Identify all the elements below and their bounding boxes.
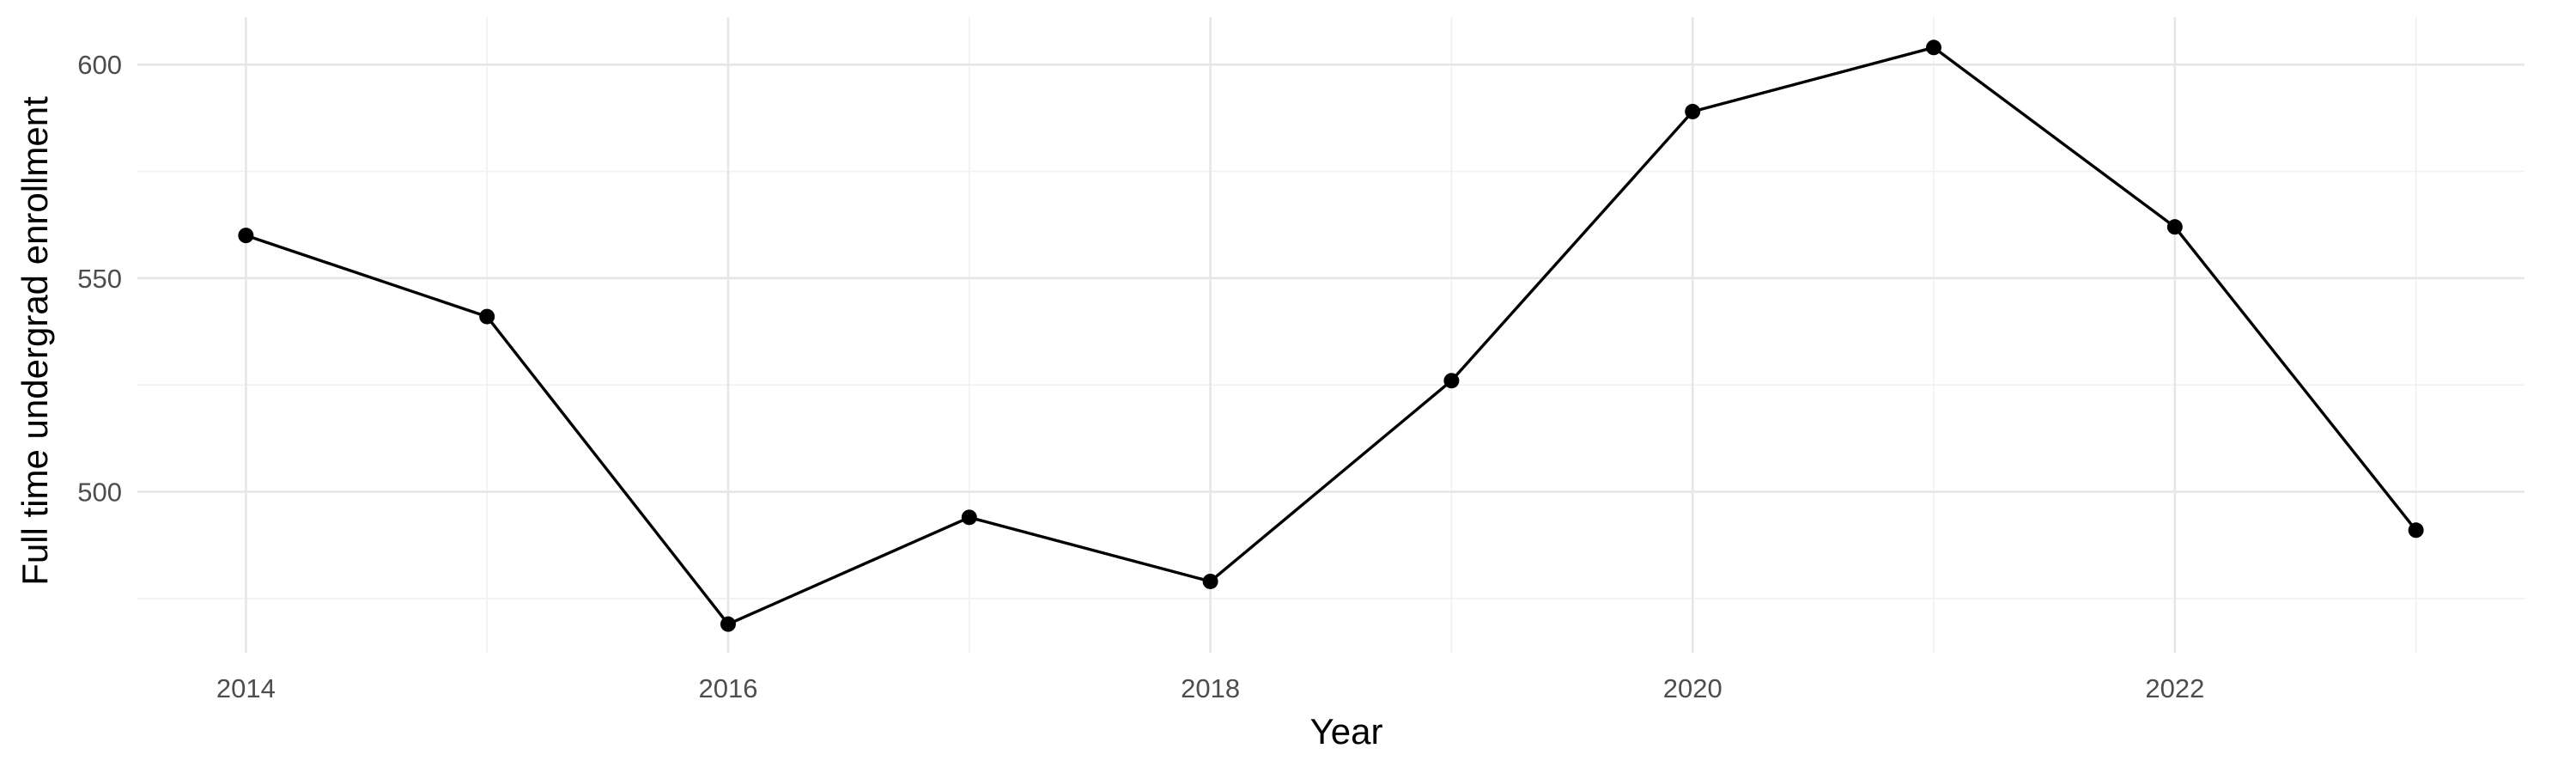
x-axis-ticks: 2014 2016 2018 2020 2022 — [216, 673, 2204, 703]
data-point-2022 — [2166, 219, 2183, 235]
series-line — [245, 46, 2417, 626]
x-tick-label: 2022 — [2145, 673, 2204, 703]
series-layer — [238, 40, 2424, 632]
x-tick-label: 2018 — [1181, 673, 1240, 703]
data-point-2021 — [1926, 40, 1942, 56]
x-tick-label: 2014 — [216, 673, 276, 703]
y-axis-ticks: 500 550 600 — [77, 50, 122, 507]
data-point-2019 — [1443, 373, 1460, 389]
y-tick-label: 550 — [77, 264, 122, 294]
data-point-2018 — [1202, 573, 1218, 589]
x-tick-label: 2016 — [698, 673, 757, 703]
y-tick-label: 500 — [77, 478, 122, 508]
data-point-2020 — [1685, 103, 1701, 119]
grid-lines — [137, 17, 2524, 653]
x-tick-label: 2020 — [1663, 673, 1722, 703]
y-axis-title: Full time undergrad enrollment — [15, 96, 55, 586]
data-point-2023 — [2408, 522, 2424, 539]
data-point-2016 — [720, 616, 736, 632]
x-axis-title: Year — [1310, 711, 1383, 752]
data-point-2017 — [961, 509, 977, 526]
y-tick-label: 600 — [77, 50, 122, 80]
data-point-2015 — [479, 308, 495, 325]
data-point-2014 — [238, 228, 254, 244]
